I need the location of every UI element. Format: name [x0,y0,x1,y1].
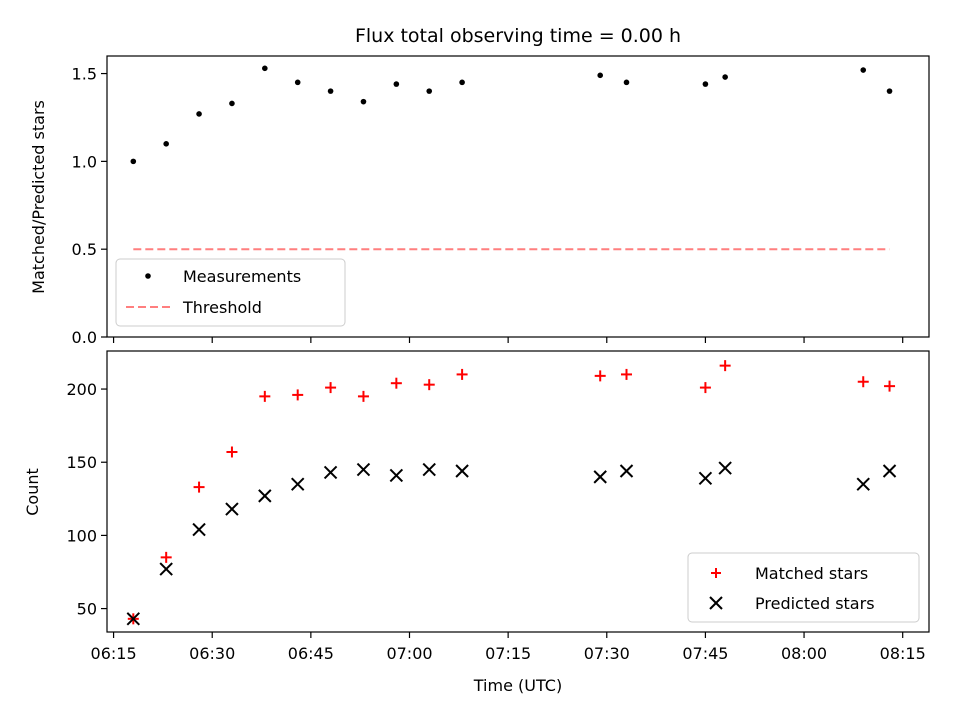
legend-label-threshold: Threshold [182,298,262,317]
matched-stars-point [357,390,369,402]
matched-stars-point [621,368,633,380]
measurement-point [623,79,630,86]
matched-stars-point [423,379,435,391]
x-tick-label: 07:00 [386,644,432,663]
predicted-stars-point [225,502,239,516]
matched-stars-point [719,360,731,372]
bottom-y-ticks: 50 100 150 200 [66,380,107,619]
legend-label-measurements: Measurements [183,267,301,286]
predicted-stars-point [192,522,206,537]
x-tick-label: 07:45 [682,644,728,663]
measurement-point [702,81,709,87]
top-y-axis-label: Matched/Predicted stars [29,100,48,294]
measurement-point [360,98,367,105]
matched-stars-point [699,382,711,394]
measurement-point [597,72,603,79]
matched-stars-point [884,380,896,392]
matched-stars-point [456,368,468,380]
matched-stars-point [160,551,172,563]
bottom-legend-box [687,552,920,623]
measurement-point [886,88,893,94]
predicted-stars-point [356,462,371,477]
measurement-point [327,88,334,94]
chart-title: Flux total observing time = 0.00 h [355,25,681,47]
legend-label-predicted-stars: Predicted stars [755,594,875,613]
ratio-panel: Flux total observing time = 0.00 h Match… [29,25,930,347]
measurement-point [163,141,169,147]
x-tick-label: 07:15 [485,644,531,663]
measurement-point [229,100,235,107]
predicted-stars-point [159,562,173,576]
x-tick-label: 08:00 [781,644,827,663]
y-tick-label: 1.0 [72,152,97,171]
y-tick-label: 0.0 [72,328,97,347]
predicted-stars-point [718,461,732,475]
top-legend-box [115,258,346,327]
measurement-point [860,67,867,73]
bottom-series [126,360,897,626]
measurement-point [196,111,202,117]
predicted-stars-point [389,468,404,483]
y-tick-label: 200 [66,380,97,399]
matched-stars-point [325,382,337,394]
matched-stars-point [259,390,271,402]
x-tick-label: 06:30 [189,644,235,663]
measurement-point [426,88,433,94]
bottom-axes-frame [106,350,930,633]
predicted-stars-point [619,464,634,478]
matched-stars-point [292,389,304,401]
top-y-ticks: 0.0 0.5 1.0 1.5 [72,65,107,347]
matched-stars-point [857,376,869,388]
measurement-point [459,79,465,86]
bottom-y-axis-label: Count [23,468,42,516]
predicted-stars-point [698,471,713,486]
top-legend: Measurements Threshold [115,258,346,327]
x-tick-label: 07:30 [584,644,630,663]
matched-stars-point [594,370,606,382]
matched-stars-point [226,446,238,458]
y-tick-label: 50 [77,600,97,619]
top-axes-frame [106,55,930,338]
measurement-point [262,65,268,72]
legend-marker-predicted-stars [709,596,723,610]
legend-marker-matched-stars [711,568,721,578]
predicted-stars-point [455,464,469,478]
predicted-stars-point [856,477,870,491]
legend-marker-measurements [145,273,151,279]
legend-label-matched-stars: Matched stars [755,564,868,583]
y-tick-label: 1.5 [72,65,97,84]
predicted-stars-point [290,477,305,491]
predicted-stars-point [258,489,272,503]
x-axis-label: Time (UTC) [473,676,562,695]
x-tick-label: 08:15 [880,644,926,663]
y-tick-label: 100 [66,526,97,545]
matched-stars-point [193,481,205,493]
predicted-stars-point [323,465,338,480]
matched-stars-point [390,377,402,389]
x-tick-label: 06:15 [91,644,137,663]
measurement-point [130,158,137,165]
predicted-stars-point [882,464,897,478]
top-series [130,65,893,251]
top-x-ticks [112,337,904,343]
predicted-stars-point [126,612,141,626]
y-tick-label: 0.5 [72,240,97,259]
bottom-legend: Matched stars Predicted stars [687,552,920,623]
measurement-point [393,81,400,87]
measurement-point [294,79,301,86]
measurement-point [722,74,728,80]
x-tick-label: 06:45 [288,644,334,663]
bottom-x-ticks: 06:15 06:30 06:45 07:00 07:15 07:30 07:45 08:00… [91,632,926,663]
predicted-stars-point [422,462,436,477]
y-tick-label: 150 [66,453,97,472]
predicted-stars-point [593,470,607,484]
